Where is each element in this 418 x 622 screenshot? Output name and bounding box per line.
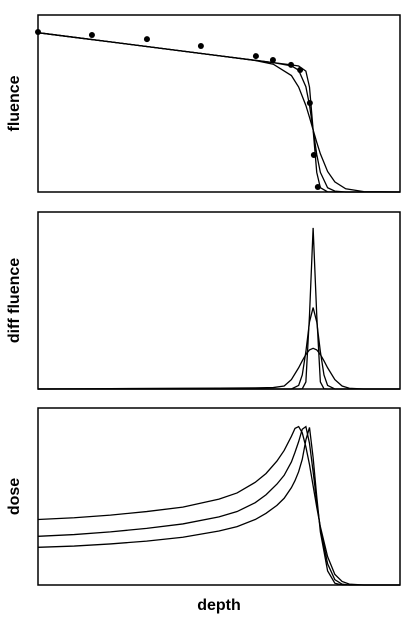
line-series — [37, 32, 400, 193]
line-series — [37, 425, 400, 586]
data-point — [297, 67, 304, 74]
plot-frame — [37, 14, 401, 193]
data-point — [288, 61, 295, 68]
data-point — [310, 152, 317, 159]
y-axis-label: dose — [6, 478, 23, 515]
y-axis-label: fluence — [6, 75, 23, 131]
data-point — [306, 99, 313, 106]
x-axis-label: depth — [197, 597, 241, 614]
line-series — [37, 32, 401, 193]
plot-frame — [37, 211, 401, 390]
data-point — [88, 32, 95, 39]
line-series — [37, 425, 400, 586]
plot-frame — [37, 407, 401, 586]
line-series — [37, 347, 400, 390]
data-point — [35, 28, 41, 35]
data-point — [143, 36, 150, 43]
y-axis-label: diff fluence — [6, 258, 23, 343]
data-point — [197, 42, 204, 49]
line-series — [38, 307, 400, 390]
data-point — [252, 53, 259, 60]
data-point — [314, 184, 321, 191]
line-series — [37, 32, 400, 193]
line-series — [37, 427, 400, 586]
data-point — [269, 56, 276, 63]
line-series — [38, 227, 400, 390]
